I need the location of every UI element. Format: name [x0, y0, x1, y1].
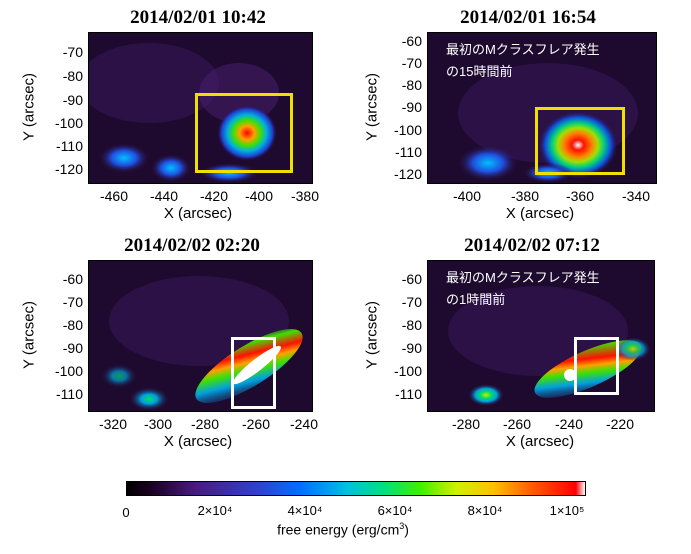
- annotation-note: 最初のMクラスフレア発生 の1時間前: [446, 267, 600, 311]
- ytick: -120: [54, 161, 83, 177]
- panel-4-title: 2014/02/02 07:12: [464, 235, 600, 256]
- region-box: [195, 93, 293, 173]
- xtick: -420: [199, 188, 229, 204]
- ytick: -90: [62, 92, 83, 108]
- ytick: -90: [401, 99, 422, 115]
- panel-3-title: 2014/02/02 02:20: [124, 235, 260, 256]
- ytick: -80: [62, 317, 83, 333]
- colorbar-tick: 6×10⁴: [377, 503, 413, 518]
- note-line-1: 最初のMクラスフレア発生: [446, 270, 600, 285]
- xtick: -460: [99, 188, 129, 204]
- ytick: -100: [393, 122, 422, 138]
- panel-3-image: [88, 260, 313, 412]
- colorbar-tick: 2×10⁴: [197, 503, 233, 518]
- colorbar-label: free energy (erg/cm3): [277, 521, 409, 538]
- xtick: -220: [605, 416, 635, 432]
- ytick: -70: [401, 294, 422, 310]
- ytick: -60: [401, 271, 422, 287]
- ytick: -80: [62, 68, 83, 84]
- y-axis-label: Y (arcsec): [363, 300, 381, 370]
- ytick: -100: [54, 363, 83, 379]
- x-axis-label: X (arcsec): [505, 205, 575, 222]
- panel-1-image: [88, 32, 313, 184]
- ytick: -110: [395, 144, 422, 160]
- ytick: -100: [54, 115, 83, 131]
- x-axis-label: X (arcsec): [505, 433, 575, 450]
- ytick: -70: [62, 44, 83, 60]
- x-axis-label: X (arcsec): [163, 205, 233, 222]
- xtick: -280: [451, 416, 481, 432]
- xtick: -260: [502, 416, 532, 432]
- colorbar-label-main: free energy (erg/cm: [277, 521, 400, 538]
- ytick: -90: [62, 340, 83, 356]
- xtick: -260: [241, 416, 271, 432]
- ytick: -110: [395, 386, 422, 402]
- ytick: -120: [393, 166, 422, 182]
- ytick: -90: [401, 340, 422, 356]
- colorbar-gradient: [126, 481, 586, 496]
- colorbar-label-end: ): [404, 521, 409, 538]
- xtick: -320: [98, 416, 128, 432]
- y-axis-label: Y (arcsec): [363, 72, 381, 142]
- panel-2-image: 最初のMクラスフレア発生 の15時間前: [427, 32, 657, 184]
- ytick: -70: [401, 55, 422, 71]
- panel-1-title: 2014/02/01 10:42: [130, 7, 266, 28]
- xtick: -400: [452, 188, 482, 204]
- colorbar-tick: 4×10⁴: [287, 503, 323, 518]
- ytick: -70: [62, 294, 83, 310]
- ytick: -80: [401, 317, 422, 333]
- ytick: -60: [401, 33, 422, 49]
- colorbar-tick: 0: [122, 505, 130, 520]
- xtick: -360: [565, 188, 595, 204]
- xtick: -340: [621, 188, 651, 204]
- note-line-1: 最初のMクラスフレア発生: [446, 42, 600, 57]
- y-axis-label: Y (arcsec): [20, 72, 38, 142]
- ytick: -110: [56, 138, 83, 154]
- xtick: -400: [244, 188, 274, 204]
- region-box: [231, 337, 276, 409]
- xtick: -380: [510, 188, 540, 204]
- panel-4-image: 最初のMクラスフレア発生 の1時間前: [427, 260, 655, 412]
- xtick: -380: [290, 188, 320, 204]
- note-line-2: の15時間前: [446, 64, 513, 79]
- colorbar-tick: 8×10⁴: [467, 503, 503, 518]
- annotation-note: 最初のMクラスフレア発生 の15時間前: [446, 39, 600, 83]
- xtick: -300: [143, 416, 173, 432]
- xtick: -280: [190, 416, 220, 432]
- panel-2-title: 2014/02/01 16:54: [460, 7, 596, 28]
- ytick: -100: [393, 363, 422, 379]
- colorbar-label-sup: 3: [399, 521, 405, 531]
- xtick: -440: [149, 188, 179, 204]
- region-box: [535, 107, 625, 175]
- xtick: -240: [289, 416, 319, 432]
- colorbar-tick: 1×10⁵: [549, 503, 585, 518]
- ytick: -60: [62, 271, 83, 287]
- region-box: [574, 337, 619, 395]
- y-axis-label: Y (arcsec): [20, 300, 38, 370]
- x-axis-label: X (arcsec): [163, 433, 233, 450]
- ytick: -110: [56, 386, 83, 402]
- note-line-2: の1時間前: [446, 292, 506, 307]
- xtick: -240: [554, 416, 584, 432]
- ytick: -80: [401, 77, 422, 93]
